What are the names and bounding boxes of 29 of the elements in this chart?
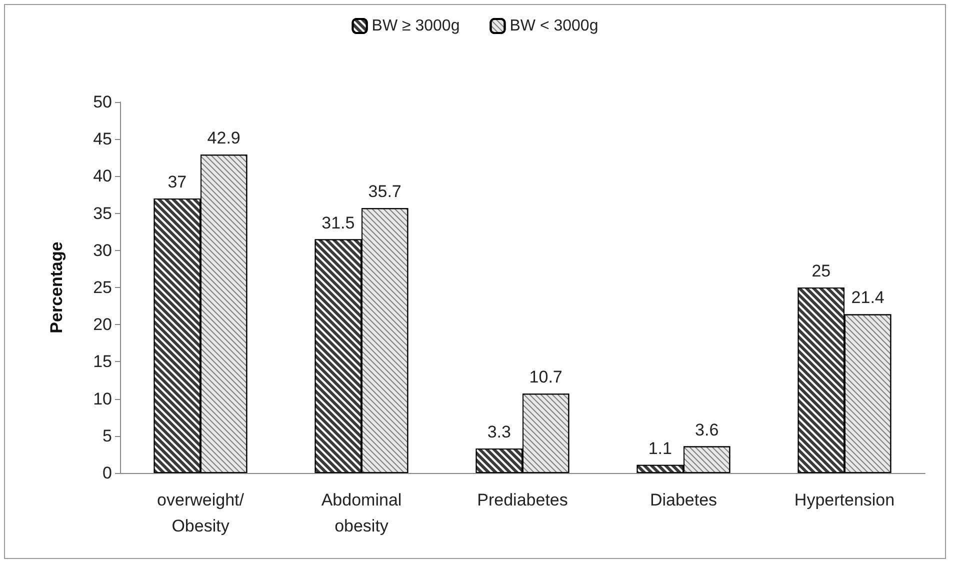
y-tick-label: 45 <box>93 130 112 149</box>
x-tick-label: Prediabetes <box>477 490 568 510</box>
legend-label: BW ≥ 3000g <box>372 18 460 34</box>
data-label: 1.1 <box>648 438 672 458</box>
data-label: 31.5 <box>322 213 355 232</box>
data-label: 42.9 <box>207 128 240 148</box>
x-tick-label: Diabetes <box>650 490 718 510</box>
y-tick-label: 50 <box>93 92 112 112</box>
x-tick-label: overweight/ Obesity <box>157 490 244 536</box>
data-label: 35.7 <box>368 182 402 202</box>
data-label: 37 <box>168 172 187 192</box>
y-tick-label: 40 <box>93 166 112 186</box>
y-tick-label: 35 <box>93 204 112 223</box>
legend-label: BW < 3000g <box>510 18 598 34</box>
data-label: 3.3 <box>487 422 511 442</box>
data-label: 10.7 <box>529 368 562 387</box>
y-tick-label: 30 <box>93 240 112 260</box>
y-axis-title: Percentage <box>47 242 66 334</box>
y-tick-label: 5 <box>102 426 112 446</box>
x-tick-label: Abdominal obesity <box>321 490 402 536</box>
data-label: 21.4 <box>851 288 884 308</box>
y-tick-label: 25 <box>93 278 112 297</box>
y-tick-label: 10 <box>93 389 112 408</box>
x-tick-label: Hypertension <box>794 490 895 510</box>
y-tick-label: 0 <box>102 464 112 482</box>
y-tick-label: 20 <box>93 315 112 334</box>
data-label: 3.6 <box>695 420 719 440</box>
data-label: 25 <box>812 262 831 280</box>
y-tick-label: 15 <box>93 352 112 372</box>
